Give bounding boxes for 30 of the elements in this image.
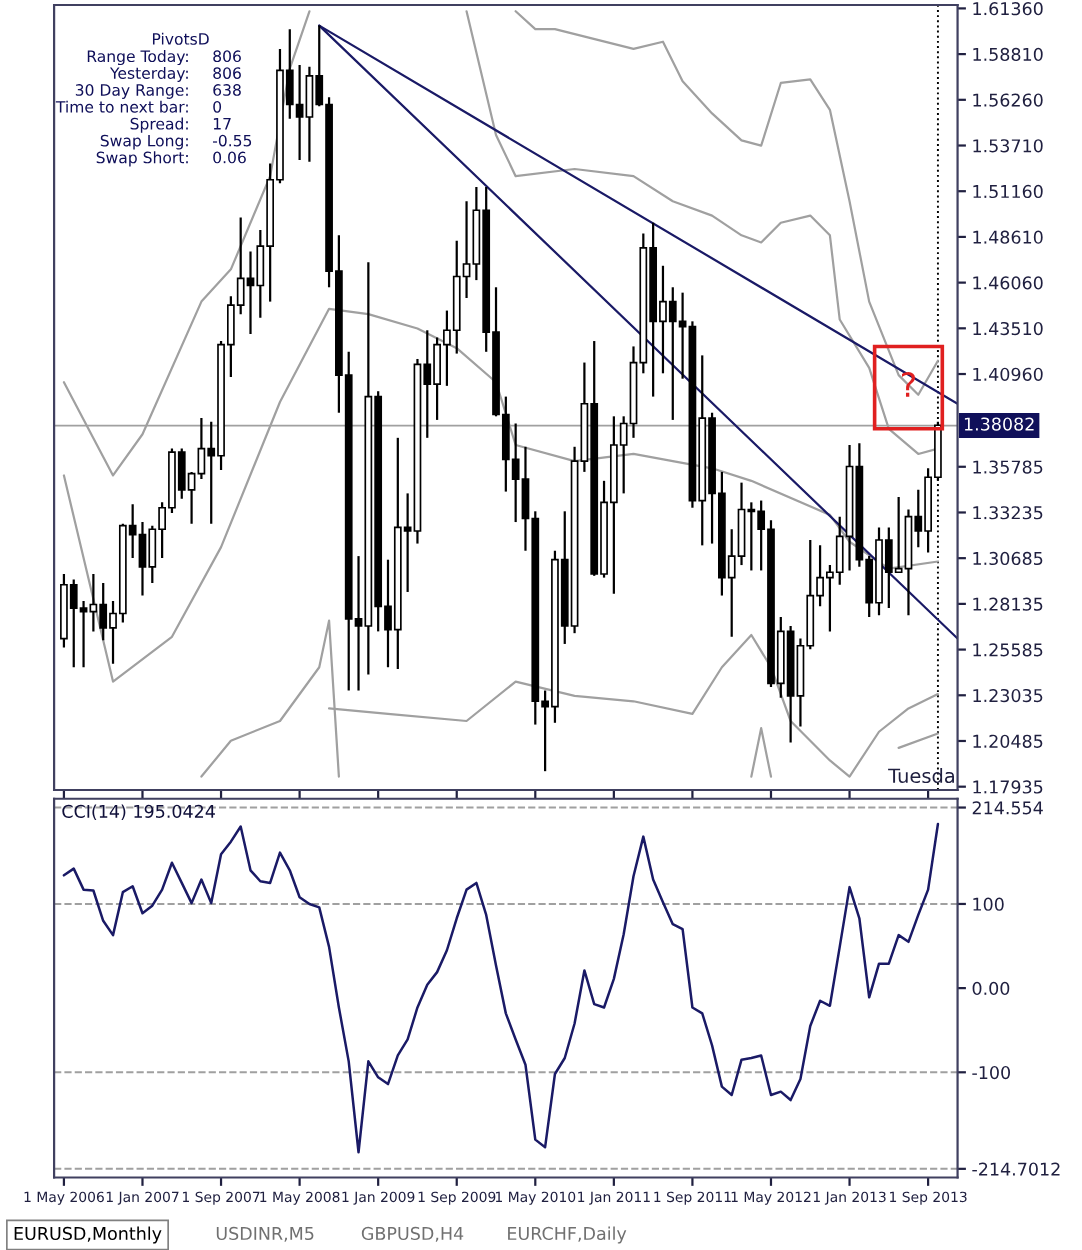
y-tick-label: 1.51160 (973, 184, 1043, 199)
y-tick-label: 1.43510 (973, 321, 1043, 336)
y-tick-label: 1.46060 (973, 276, 1043, 290)
text: EURUSD,Monthly (14, 1226, 162, 1244)
y-tick-label: 214.554 (972, 801, 1043, 815)
y-tick-label: 1.53710 (973, 139, 1043, 153)
y-tick-label: 1.40960 (973, 367, 1043, 381)
y-tick-label: 1.25585 (973, 643, 1043, 657)
y-tick-label: -214.7012 (972, 1162, 1060, 1176)
text: USDINR,M5 (216, 1226, 314, 1242)
y-tick-label: 1.48610 (973, 230, 1043, 244)
y-tick-label: 1.20485 (973, 734, 1043, 748)
y-tick-label: 1.61360 (973, 2, 1043, 16)
y-tick-label: 1.17935 (973, 780, 1043, 794)
annotation: ? (902, 372, 915, 397)
text: GBPUSD,H4 (361, 1226, 464, 1242)
text: EURCHF,Daily (508, 1226, 627, 1244)
y-tick-label: 1.35785 (973, 460, 1043, 474)
y-tick-label: 1.56260 (973, 93, 1043, 107)
y-tick-label: 1.58810 (973, 47, 1043, 61)
y-tick-label: 0.00 (972, 981, 1010, 996)
y-tick-label: 1.33235 (973, 506, 1043, 520)
ref-line-label: 1.38082 (964, 417, 1034, 431)
y-tick-label: 1.23035 (973, 688, 1043, 703)
y-tick-label: 100 (973, 897, 1004, 911)
annotation: Tuesda (888, 768, 954, 784)
y-tick-label: -100 (972, 1065, 1011, 1080)
chart-title: CCI(14) 195.0424 (62, 804, 215, 821)
y-tick-label: 1.28135 (973, 597, 1043, 611)
y-tick-label: 1.30685 (973, 551, 1043, 566)
